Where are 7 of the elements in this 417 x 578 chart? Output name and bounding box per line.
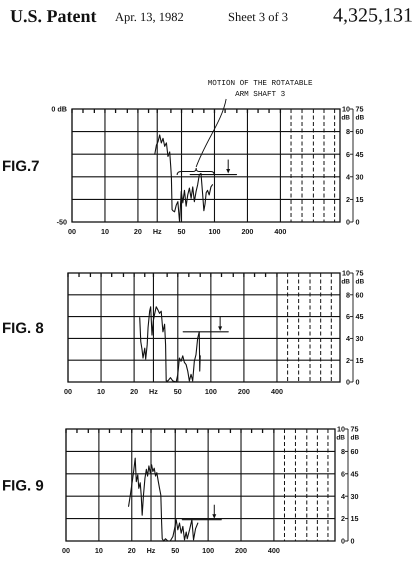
text: FIG. 8 xyxy=(2,320,44,337)
text: FIG.7 xyxy=(2,158,40,175)
text: U.S. Patent xyxy=(10,6,96,26)
text: FIG. 9 xyxy=(2,478,44,494)
text: 4,325,131 xyxy=(333,4,413,26)
text: Sheet 3 of 3 xyxy=(228,10,288,24)
text: Apr. 13, 1982 xyxy=(115,10,184,24)
